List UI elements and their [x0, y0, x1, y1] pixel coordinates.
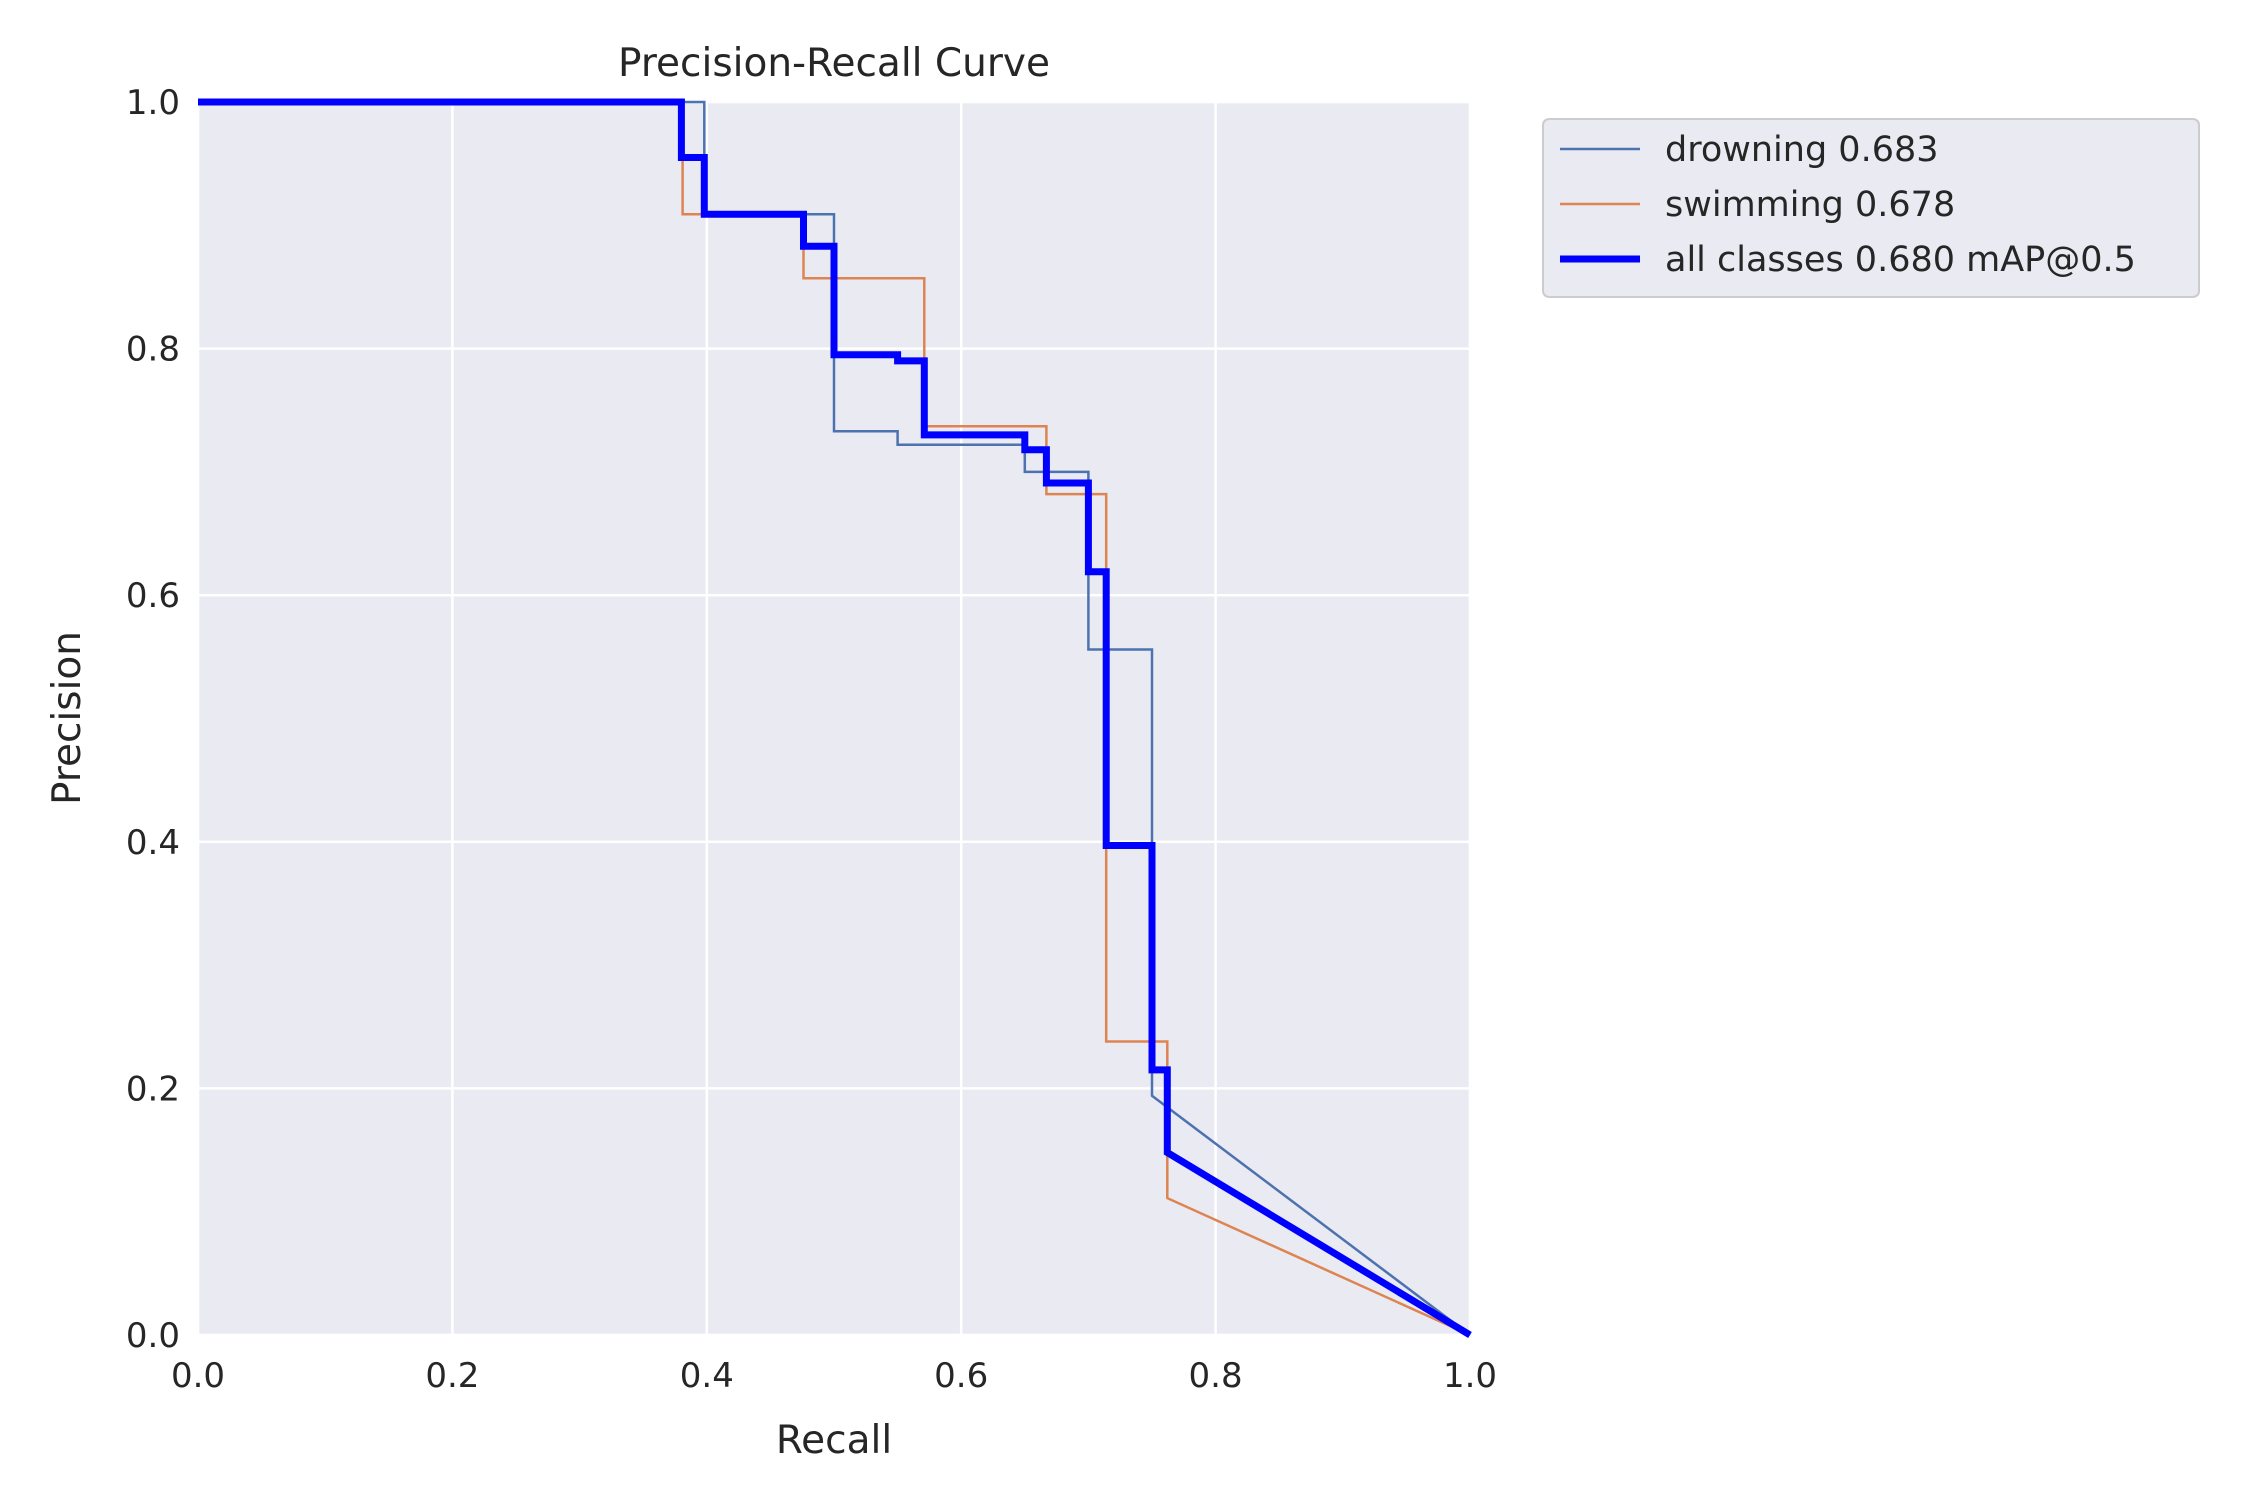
y-tick-label: 1.0 — [126, 83, 180, 123]
x-tick-label: 0.8 — [1189, 1356, 1243, 1396]
y-tick-label: 0.2 — [126, 1069, 180, 1109]
x-tick-label: 0.0 — [171, 1356, 225, 1396]
legend: drowning 0.683 swimming 0.678 all classes … — [1542, 118, 2200, 298]
y-axis-label: Precision — [45, 631, 90, 805]
x-axis-label: Recall — [776, 1418, 892, 1463]
series-line-3 — [198, 98, 1472, 1338]
y-tick-label: 0.6 — [126, 576, 180, 616]
chart-title: Precision-Recall Curve — [618, 41, 1050, 86]
x-tick-label: 1.0 — [1443, 1356, 1497, 1396]
tick-labels: 0.0 0.2 0.4 0.6 0.8 1.0 0.0 0.2 0.4 0.6 0.8 1.0 — [126, 83, 1497, 1396]
x-tick-label: 0.6 — [934, 1356, 988, 1396]
legend-label: all classes 0.680 mAP@0.5 — [1665, 240, 2136, 280]
legend-frame — [1542, 118, 2200, 298]
y-tick-label: 0.8 — [126, 330, 180, 370]
y-tick-label: 0.0 — [126, 1316, 180, 1356]
series-lines — [198, 98, 1472, 1338]
x-tick-label: 0.4 — [680, 1356, 734, 1396]
y-tick-label: 0.4 — [126, 823, 180, 863]
x-tick-label: 0.2 — [425, 1356, 479, 1396]
legend-label: swimming 0.678 — [1665, 185, 1955, 225]
legend-label: drowning 0.683 — [1665, 130, 1939, 170]
